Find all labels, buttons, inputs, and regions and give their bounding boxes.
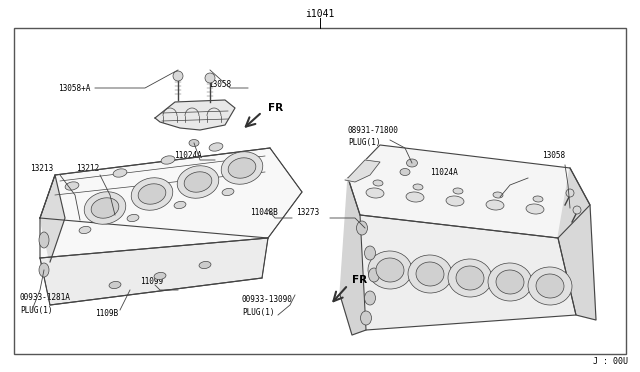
Ellipse shape <box>84 192 126 224</box>
Text: 1109B: 1109B <box>95 310 118 318</box>
Text: 11099: 11099 <box>140 278 163 286</box>
Bar <box>14 28 626 354</box>
Text: 00933-13090: 00933-13090 <box>242 295 293 305</box>
Ellipse shape <box>365 246 376 260</box>
Ellipse shape <box>368 251 412 289</box>
Ellipse shape <box>369 268 380 282</box>
Ellipse shape <box>127 214 139 222</box>
Text: 08931-71800: 08931-71800 <box>348 125 399 135</box>
Text: J : 00U: J : 00U <box>593 357 628 366</box>
Ellipse shape <box>221 152 263 184</box>
Text: 13058: 13058 <box>542 151 565 160</box>
Circle shape <box>573 206 581 214</box>
Text: i1041: i1041 <box>305 9 335 19</box>
Ellipse shape <box>456 266 484 290</box>
Ellipse shape <box>366 188 384 198</box>
Ellipse shape <box>416 262 444 286</box>
Ellipse shape <box>453 188 463 194</box>
Text: 13058: 13058 <box>208 80 231 89</box>
Ellipse shape <box>400 169 410 176</box>
Ellipse shape <box>79 227 91 234</box>
Text: 13273: 13273 <box>296 208 319 217</box>
Polygon shape <box>155 100 235 130</box>
Ellipse shape <box>496 270 524 294</box>
Ellipse shape <box>209 143 223 151</box>
Ellipse shape <box>189 140 199 147</box>
Text: 00933-1281A: 00933-1281A <box>20 294 71 302</box>
Ellipse shape <box>413 184 423 190</box>
Ellipse shape <box>174 201 186 209</box>
Ellipse shape <box>533 196 543 202</box>
Ellipse shape <box>493 192 503 198</box>
Ellipse shape <box>526 204 544 214</box>
Polygon shape <box>40 175 65 262</box>
Circle shape <box>173 71 183 81</box>
Ellipse shape <box>131 178 173 210</box>
Ellipse shape <box>199 262 211 269</box>
Ellipse shape <box>138 184 166 204</box>
Ellipse shape <box>39 232 49 248</box>
Text: 11048B: 11048B <box>250 208 278 217</box>
Polygon shape <box>345 160 380 182</box>
Text: 13058+A: 13058+A <box>58 83 90 93</box>
Polygon shape <box>40 238 268 305</box>
Ellipse shape <box>448 259 492 297</box>
Ellipse shape <box>113 169 127 177</box>
Text: 11024A: 11024A <box>174 151 202 160</box>
Ellipse shape <box>376 258 404 282</box>
Text: FR: FR <box>268 103 283 113</box>
Ellipse shape <box>446 196 464 206</box>
Text: 13213: 13213 <box>30 164 53 173</box>
Polygon shape <box>360 215 576 330</box>
Ellipse shape <box>161 156 175 164</box>
Polygon shape <box>558 168 596 320</box>
Ellipse shape <box>184 172 212 192</box>
Ellipse shape <box>536 274 564 298</box>
Ellipse shape <box>91 198 119 218</box>
Polygon shape <box>40 148 302 258</box>
Ellipse shape <box>406 192 424 202</box>
Ellipse shape <box>373 180 383 186</box>
Ellipse shape <box>65 182 79 190</box>
Ellipse shape <box>228 158 256 178</box>
Text: 13212: 13212 <box>76 164 99 173</box>
Circle shape <box>205 73 215 83</box>
Ellipse shape <box>488 263 532 301</box>
Text: PLUG(1): PLUG(1) <box>242 308 275 317</box>
Text: PLUG(1): PLUG(1) <box>348 138 380 147</box>
Polygon shape <box>340 178 366 335</box>
Ellipse shape <box>360 311 371 325</box>
Ellipse shape <box>408 255 452 293</box>
Polygon shape <box>348 145 590 238</box>
Ellipse shape <box>365 291 376 305</box>
Ellipse shape <box>406 159 417 167</box>
Ellipse shape <box>154 272 166 280</box>
Ellipse shape <box>528 267 572 305</box>
Ellipse shape <box>356 221 367 235</box>
Ellipse shape <box>109 282 121 289</box>
Ellipse shape <box>177 166 219 198</box>
Text: PLUG(1): PLUG(1) <box>20 305 52 314</box>
Ellipse shape <box>486 200 504 210</box>
Text: FR: FR <box>352 275 367 285</box>
Circle shape <box>566 189 574 197</box>
Ellipse shape <box>222 188 234 196</box>
Ellipse shape <box>39 263 49 277</box>
Text: 11024A: 11024A <box>430 167 458 176</box>
